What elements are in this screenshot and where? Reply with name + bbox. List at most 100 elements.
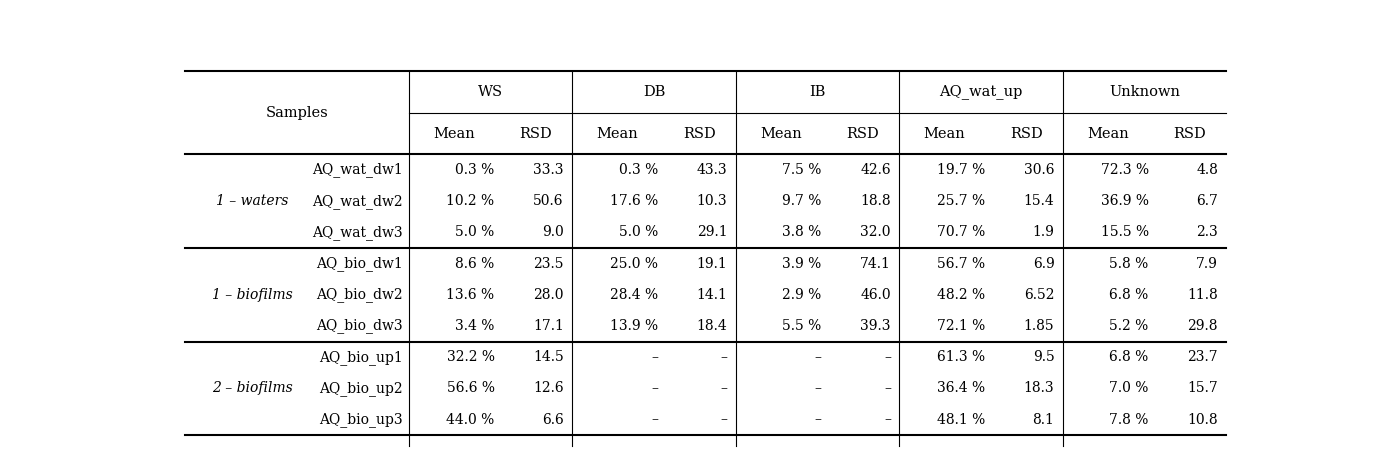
- Text: 0.3 %: 0.3 %: [618, 163, 658, 177]
- Text: 44.0 %: 44.0 %: [446, 413, 494, 427]
- Text: 2.3: 2.3: [1197, 226, 1217, 239]
- Text: 6.9: 6.9: [1033, 257, 1055, 271]
- Text: 23.5: 23.5: [533, 257, 563, 271]
- Text: 5.2 %: 5.2 %: [1110, 319, 1148, 333]
- Text: 56.6 %: 56.6 %: [446, 382, 494, 395]
- Text: –: –: [884, 413, 891, 427]
- Text: Mean: Mean: [596, 127, 638, 140]
- Text: 18.3: 18.3: [1024, 382, 1055, 395]
- Text: 74.1: 74.1: [861, 257, 891, 271]
- Text: –: –: [815, 350, 822, 364]
- Text: 0.3 %: 0.3 %: [456, 163, 494, 177]
- Text: AQ_bio_dw2: AQ_bio_dw2: [315, 287, 402, 302]
- Text: 72.3 %: 72.3 %: [1100, 163, 1148, 177]
- Text: –: –: [720, 413, 727, 427]
- Text: 56.7 %: 56.7 %: [936, 257, 985, 271]
- Text: 61.3 %: 61.3 %: [936, 350, 985, 364]
- Text: Mean: Mean: [924, 127, 965, 140]
- Text: 19.1: 19.1: [697, 257, 727, 271]
- Text: 15.5 %: 15.5 %: [1100, 226, 1148, 239]
- Text: 43.3: 43.3: [697, 163, 727, 177]
- Text: 30.6: 30.6: [1024, 163, 1055, 177]
- Text: 1 – waters: 1 – waters: [216, 194, 288, 208]
- Text: 28.0: 28.0: [533, 288, 563, 302]
- Text: 32.0: 32.0: [861, 226, 891, 239]
- Text: –: –: [651, 382, 658, 395]
- Text: 3.9 %: 3.9 %: [782, 257, 822, 271]
- Text: RSD: RSD: [1173, 127, 1206, 140]
- Text: 7.8 %: 7.8 %: [1110, 413, 1148, 427]
- Text: AQ_bio_dw3: AQ_bio_dw3: [315, 318, 402, 333]
- Text: AQ_wat_dw1: AQ_wat_dw1: [311, 162, 402, 178]
- Text: 6.52: 6.52: [1024, 288, 1055, 302]
- Text: 28.4 %: 28.4 %: [610, 288, 658, 302]
- Text: 19.7 %: 19.7 %: [936, 163, 985, 177]
- Text: RSD: RSD: [847, 127, 879, 140]
- Text: 5.0 %: 5.0 %: [456, 226, 494, 239]
- Text: 14.1: 14.1: [697, 288, 727, 302]
- Text: –: –: [720, 382, 727, 395]
- Text: WS: WS: [478, 85, 503, 99]
- Text: 7.5 %: 7.5 %: [782, 163, 822, 177]
- Text: 4.8: 4.8: [1197, 163, 1217, 177]
- Text: Samples: Samples: [266, 106, 328, 120]
- Text: –: –: [884, 350, 891, 364]
- Text: 42.6: 42.6: [861, 163, 891, 177]
- Text: 70.7 %: 70.7 %: [936, 226, 985, 239]
- Text: 10.3: 10.3: [697, 194, 727, 208]
- Text: 7.0 %: 7.0 %: [1110, 382, 1148, 395]
- Text: –: –: [720, 350, 727, 364]
- Text: 6.8 %: 6.8 %: [1110, 350, 1148, 364]
- Text: Unknown: Unknown: [1110, 85, 1180, 99]
- Text: –: –: [651, 413, 658, 427]
- Text: 18.4: 18.4: [697, 319, 727, 333]
- Text: 25.0 %: 25.0 %: [610, 257, 658, 271]
- Text: 25.7 %: 25.7 %: [936, 194, 985, 208]
- Text: 48.1 %: 48.1 %: [936, 413, 985, 427]
- Text: –: –: [815, 382, 822, 395]
- Text: 14.5: 14.5: [533, 350, 563, 364]
- Text: 33.3: 33.3: [533, 163, 563, 177]
- Text: RSD: RSD: [1009, 127, 1042, 140]
- Text: 36.9 %: 36.9 %: [1100, 194, 1148, 208]
- Text: Mean: Mean: [432, 127, 475, 140]
- Text: AQ_bio_dw1: AQ_bio_dw1: [315, 256, 402, 271]
- Text: AQ_wat_dw2: AQ_wat_dw2: [311, 194, 402, 209]
- Text: 15.7: 15.7: [1187, 382, 1217, 395]
- Text: –: –: [651, 350, 658, 364]
- Text: 13.9 %: 13.9 %: [610, 319, 658, 333]
- Text: 13.6 %: 13.6 %: [446, 288, 494, 302]
- Text: –: –: [884, 382, 891, 395]
- Text: 5.5 %: 5.5 %: [782, 319, 822, 333]
- Text: 72.1 %: 72.1 %: [936, 319, 985, 333]
- Text: 3.8 %: 3.8 %: [782, 226, 822, 239]
- Text: 8.6 %: 8.6 %: [456, 257, 494, 271]
- Text: 48.2 %: 48.2 %: [936, 288, 985, 302]
- Text: AQ_wat_up: AQ_wat_up: [939, 84, 1023, 99]
- Text: Mean: Mean: [1086, 127, 1129, 140]
- Text: 17.6 %: 17.6 %: [610, 194, 658, 208]
- Text: 9.0: 9.0: [543, 226, 563, 239]
- Text: 11.8: 11.8: [1187, 288, 1217, 302]
- Text: AQ_bio_up3: AQ_bio_up3: [319, 412, 402, 427]
- Text: IB: IB: [810, 85, 826, 99]
- Text: 5.8 %: 5.8 %: [1110, 257, 1148, 271]
- Text: 2.9 %: 2.9 %: [782, 288, 822, 302]
- Text: 1.85: 1.85: [1024, 319, 1055, 333]
- Text: RSD: RSD: [519, 127, 552, 140]
- Text: 8.1: 8.1: [1033, 413, 1055, 427]
- Text: 5.0 %: 5.0 %: [618, 226, 658, 239]
- Text: AQ_bio_up2: AQ_bio_up2: [319, 381, 402, 396]
- Text: Mean: Mean: [760, 127, 801, 140]
- Text: 10.2 %: 10.2 %: [446, 194, 494, 208]
- Text: 6.6: 6.6: [543, 413, 563, 427]
- Text: 1 – biofilms: 1 – biofilms: [212, 288, 292, 302]
- Text: 15.4: 15.4: [1023, 194, 1055, 208]
- Text: 6.8 %: 6.8 %: [1110, 288, 1148, 302]
- Text: 1.9: 1.9: [1033, 226, 1055, 239]
- Text: 32.2 %: 32.2 %: [446, 350, 494, 364]
- Text: 9.7 %: 9.7 %: [782, 194, 822, 208]
- Text: AQ_wat_dw3: AQ_wat_dw3: [311, 225, 402, 240]
- Text: 2 – biofilms: 2 – biofilms: [212, 382, 292, 395]
- Text: 50.6: 50.6: [533, 194, 563, 208]
